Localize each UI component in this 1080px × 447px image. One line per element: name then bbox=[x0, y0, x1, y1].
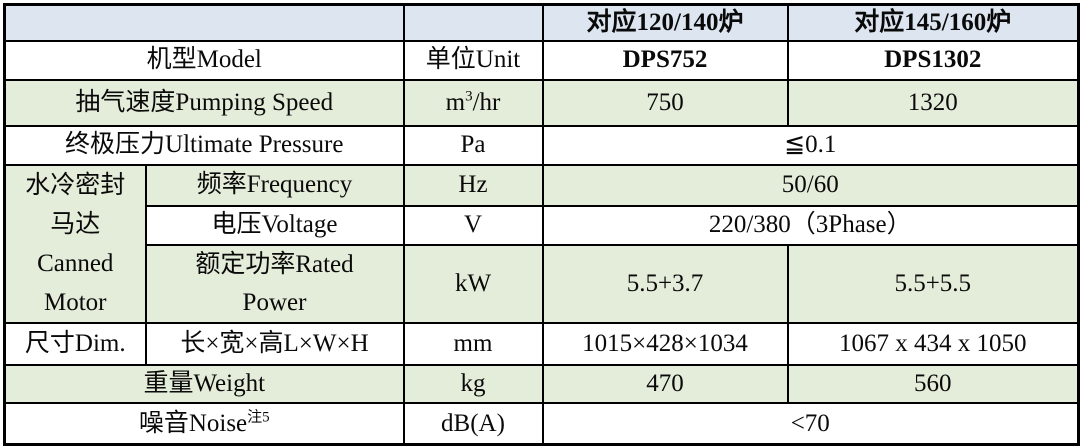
header-blank-unit-cell bbox=[402, 3, 544, 42]
model-dps752: DPS752 bbox=[541, 39, 789, 81]
noise-footnote-superscript: 注5 bbox=[247, 409, 270, 426]
motor-line-3: Canned bbox=[37, 249, 114, 277]
ultimate-pressure-value: ≦0.1 bbox=[541, 124, 1080, 166]
rated-power-label: 额定功率Rated Power bbox=[144, 243, 405, 324]
unit-cubed-superscript: 3 bbox=[465, 88, 473, 105]
pumping-speed-value-1: 750 bbox=[541, 78, 789, 127]
header-blank-cell bbox=[3, 3, 405, 42]
weight-value-2: 560 bbox=[786, 363, 1080, 404]
motor-line-1: 水冷密封 bbox=[25, 171, 126, 199]
dimensions-label: 尺寸Dim. bbox=[3, 321, 147, 366]
pumping-speed-label: 抽气速度Pumping Speed bbox=[3, 78, 405, 127]
dimensions-value-1: 1015×428×1034 bbox=[541, 321, 789, 366]
weight-value-1: 470 bbox=[541, 363, 789, 404]
rated-power-value-1: 5.5+3.7 bbox=[541, 243, 789, 324]
frequency-unit: Hz bbox=[402, 163, 544, 207]
model-dps1302: DPS1302 bbox=[786, 39, 1080, 81]
model-label: 机型Model bbox=[3, 39, 405, 81]
unit-label: 单位Unit bbox=[402, 39, 544, 81]
pump-spec-table: 对应120/140炉 对应145/160炉 机型Model 单位Unit DPS… bbox=[3, 3, 1080, 446]
motor-line-2: 马达 bbox=[50, 210, 101, 238]
unit-m: m bbox=[445, 88, 466, 116]
dimensions-unit: mm bbox=[402, 321, 544, 366]
rated-power-label-line-1: 额定功率Rated bbox=[195, 250, 354, 278]
pumping-speed-unit: m3/hr bbox=[402, 78, 544, 127]
voltage-value: 220/380（3Phase） bbox=[541, 204, 1080, 246]
voltage-label: 电压Voltage bbox=[144, 204, 405, 246]
motor-line-4: Motor bbox=[44, 288, 107, 316]
pumping-speed-value-2: 1320 bbox=[786, 78, 1080, 127]
noise-label: 噪音Noise注5 bbox=[3, 401, 405, 446]
rated-power-label-line-2: Power bbox=[242, 288, 307, 316]
weight-unit: kg bbox=[402, 363, 544, 404]
header-furnace-145-160: 对应145/160炉 bbox=[786, 3, 1080, 42]
frequency-value: 50/60 bbox=[541, 163, 1080, 207]
frequency-label: 频率Frequency bbox=[144, 163, 405, 207]
dimensions-sub-label: 长×宽×高L×W×H bbox=[144, 321, 405, 366]
canned-motor-group-label: 水冷密封 马达 Canned Motor bbox=[3, 163, 147, 324]
weight-label: 重量Weight bbox=[3, 363, 405, 404]
dimensions-value-2: 1067 x 434 x 1050 bbox=[786, 321, 1080, 366]
noise-label-text: 噪音Noise bbox=[138, 409, 248, 437]
ultimate-pressure-unit: Pa bbox=[402, 124, 544, 166]
noise-unit: dB(A) bbox=[402, 401, 544, 446]
header-furnace-120-140: 对应120/140炉 bbox=[541, 3, 789, 42]
rated-power-value-2: 5.5+5.5 bbox=[786, 243, 1080, 324]
rated-power-unit: kW bbox=[402, 243, 544, 324]
noise-value: <70 bbox=[541, 401, 1080, 446]
unit-per-hr: /hr bbox=[472, 88, 501, 116]
voltage-unit: V bbox=[402, 204, 544, 246]
ultimate-pressure-label: 终极压力Ultimate Pressure bbox=[3, 124, 405, 166]
